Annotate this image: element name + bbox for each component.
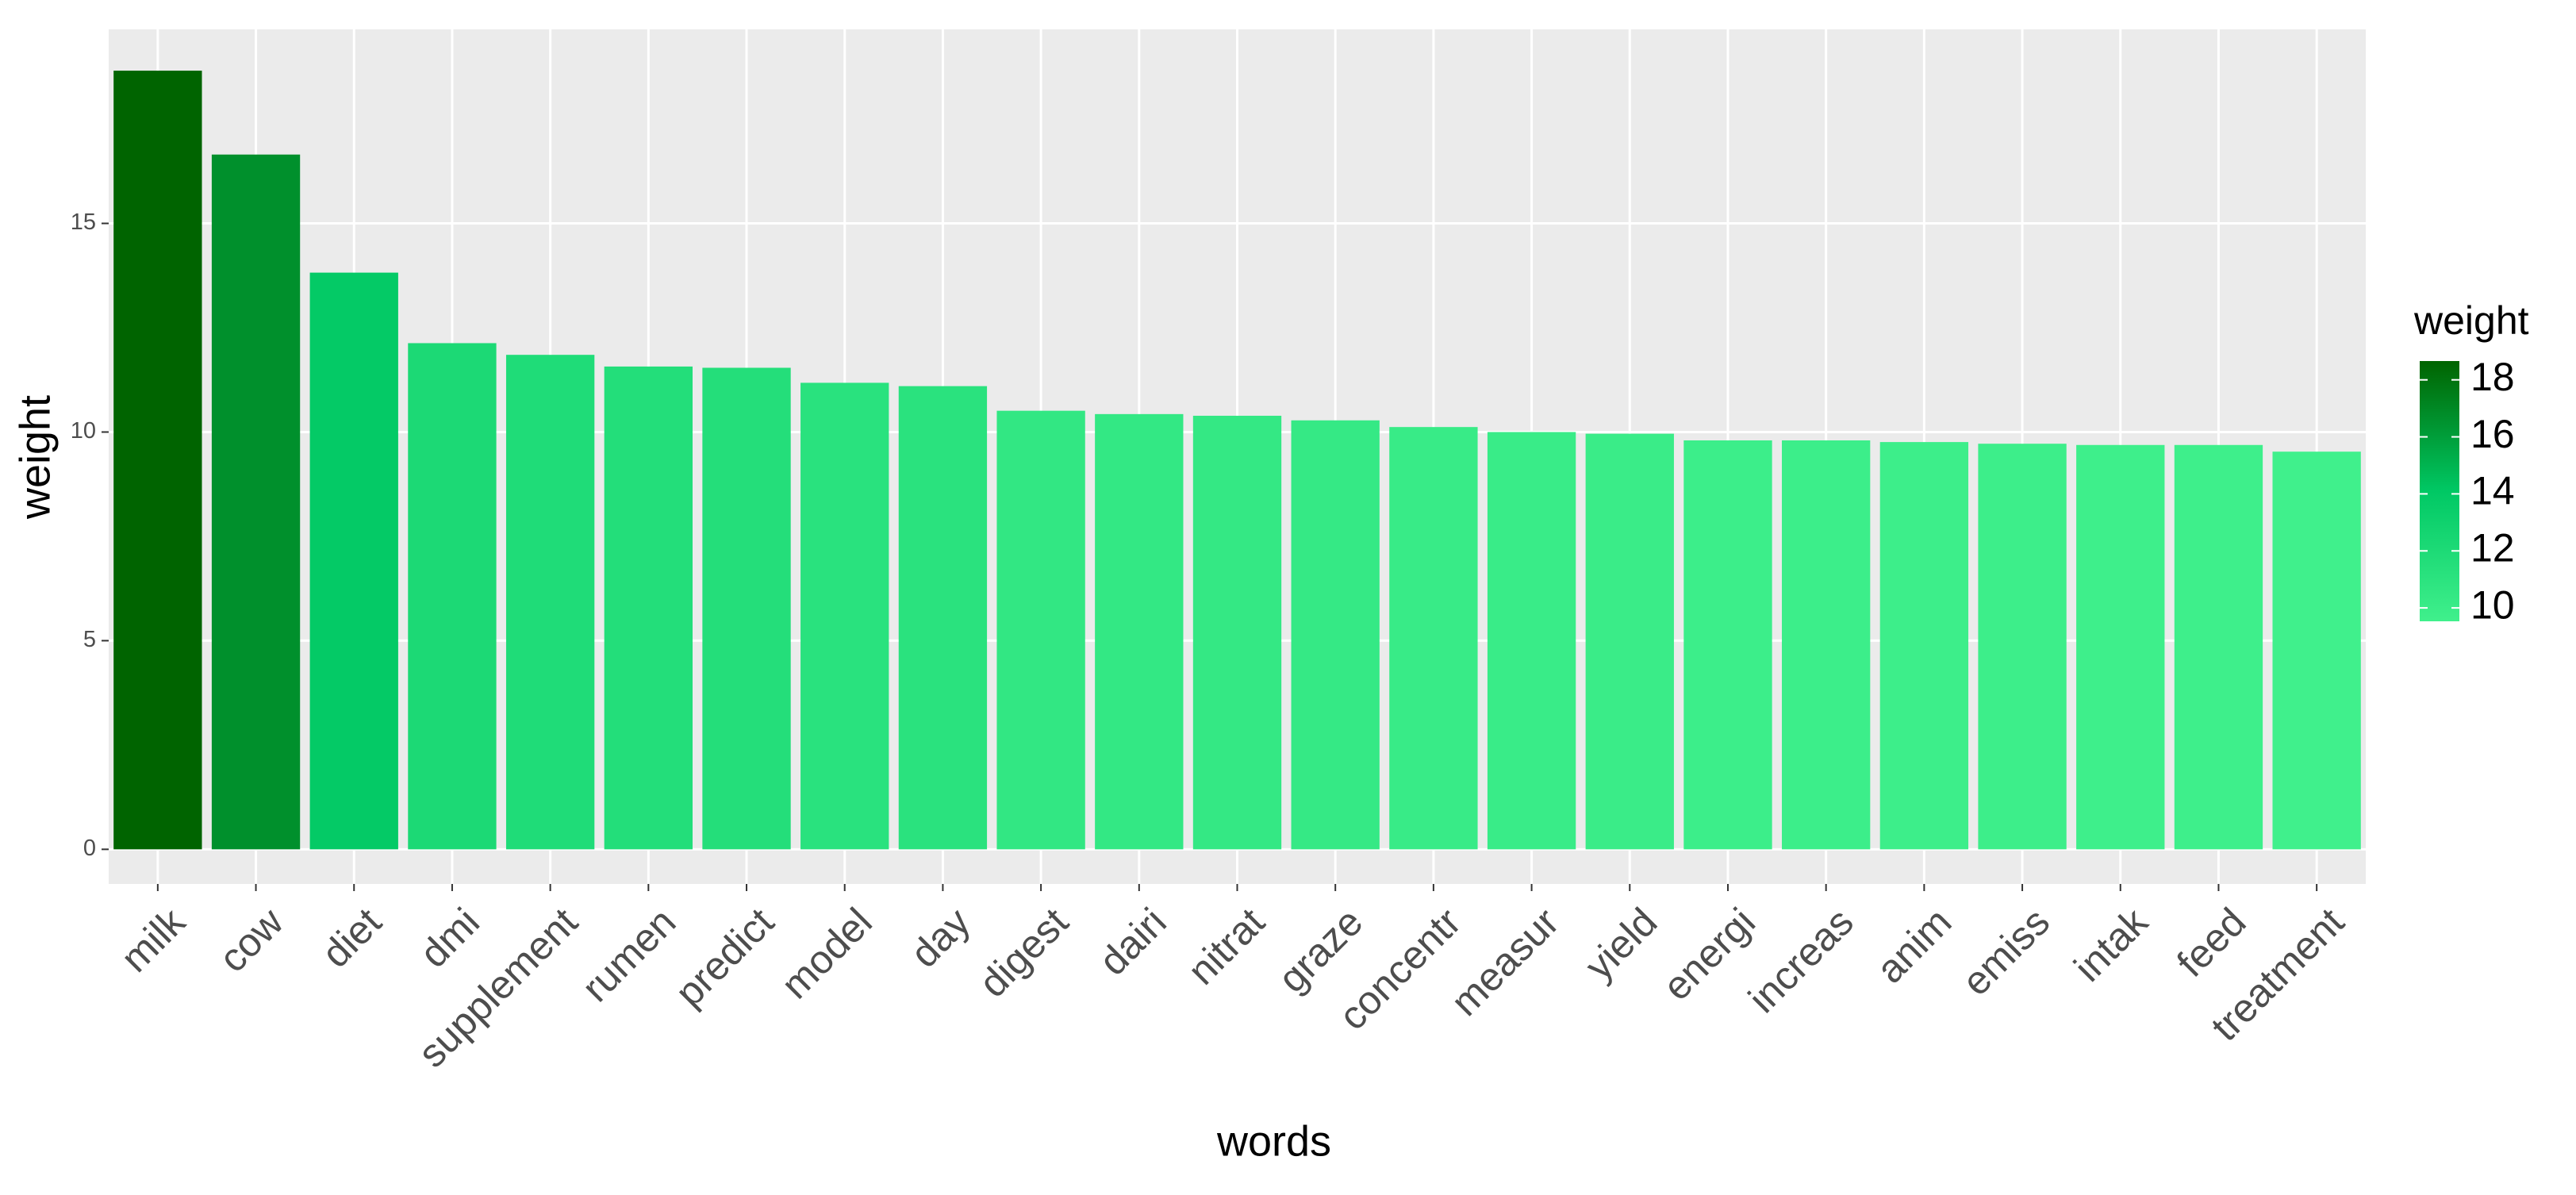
bar [113, 71, 202, 850]
x-tick-label: emiss [1953, 900, 2058, 1005]
bar [505, 355, 595, 850]
bar [309, 272, 398, 850]
x-tick-label: predict [666, 899, 782, 1015]
y-tick-label: 0 [83, 836, 96, 861]
x-tick-label: anim [1868, 900, 1960, 992]
bar [2272, 451, 2361, 850]
x-tick-label: milk [113, 899, 194, 981]
bar [1683, 440, 1772, 850]
bar [604, 366, 693, 850]
bar [898, 386, 988, 850]
bar [408, 343, 497, 850]
bar [1585, 433, 1674, 850]
legend-tick-label: 18 [2470, 355, 2515, 399]
x-axis-title: words [1216, 1117, 1331, 1165]
legend-title: weight [2413, 298, 2529, 343]
x-tick-label: yield [1576, 900, 1665, 989]
legend-tick-label: 14 [2470, 469, 2515, 513]
x-tick-label: day [902, 900, 979, 977]
x-tick-label: intak [2066, 899, 2157, 990]
bar [1389, 427, 1478, 850]
bar [2174, 444, 2263, 850]
x-tick-label: nitrat [1179, 899, 1273, 993]
bar [800, 382, 889, 850]
x-tick-label: measur [1442, 900, 1567, 1024]
bar [1487, 432, 1576, 850]
x-tick-label: cow [210, 899, 292, 981]
y-tick-label: 15 [71, 209, 96, 235]
bar [702, 367, 791, 850]
bar [1291, 420, 1380, 850]
bar [996, 410, 1085, 850]
x-tick-label: increas [1740, 900, 1862, 1022]
y-axis-title: weight [11, 395, 59, 520]
x-tick-label: dmi [411, 900, 488, 977]
x-tick-label: rumen [574, 900, 685, 1011]
legend-tick-label: 16 [2470, 412, 2515, 456]
bar [211, 154, 301, 850]
x-tick-label: digest [970, 899, 1077, 1005]
x-tick-label: dairi [1091, 900, 1175, 984]
x-tick-label: model [773, 900, 881, 1008]
bar [1192, 415, 1282, 850]
bar [1095, 413, 1184, 850]
legend-tick-label: 12 [2470, 525, 2515, 570]
bar [1978, 444, 2067, 850]
x-tick-label: diet [313, 899, 390, 976]
legend-tick-label: 10 [2470, 582, 2515, 627]
y-tick-label: 10 [71, 418, 96, 444]
bar [2076, 444, 2165, 850]
y-tick-label: 5 [83, 627, 96, 652]
bar [1879, 442, 1969, 850]
x-tick-label: feed [2168, 900, 2254, 986]
bar [1782, 440, 1871, 850]
colorbar [2420, 361, 2459, 621]
